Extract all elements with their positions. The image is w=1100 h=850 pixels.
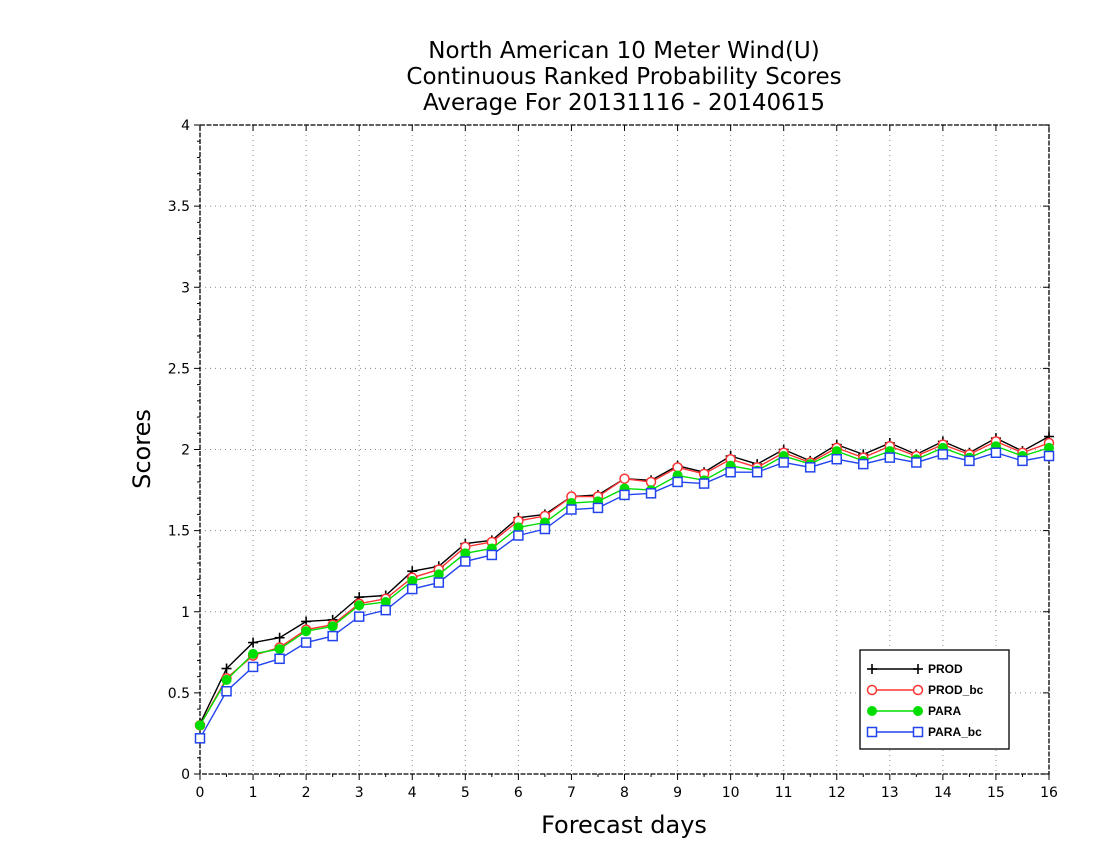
data-point-square-open (486, 549, 498, 561)
series-para (195, 441, 1054, 731)
data-point-square-open (566, 504, 577, 515)
data-point-circle-filled (221, 674, 232, 685)
data-point-square-open (380, 604, 391, 616)
data-point-square-open (247, 661, 259, 673)
y-tick-label: 4 (181, 118, 190, 134)
data-point-square-open (804, 462, 816, 473)
chart-title-line-3: Average For 20131116 - 20140615 (423, 90, 825, 116)
data-point-square-open (858, 458, 869, 470)
data-point-circle-open (912, 684, 924, 696)
data-point-circle-filled (867, 706, 877, 716)
data-point-square-open (327, 630, 338, 642)
data-point-square-open (937, 449, 949, 460)
data-point-square-open (912, 726, 924, 738)
data-point-square-open (990, 447, 1002, 458)
data-point-square-open (353, 611, 365, 622)
x-tick-label: 0 (196, 785, 205, 801)
legend-label: PARA_bc (928, 725, 982, 739)
y-axis-label: Scores (128, 409, 156, 489)
x-tick-label: 13 (881, 785, 899, 801)
data-point-circle-filled (327, 621, 338, 632)
data-point-square-open (831, 453, 842, 465)
x-tick-label: 14 (934, 785, 952, 801)
y-tick-label: 3 (181, 280, 190, 296)
x-tick-label: 4 (408, 785, 417, 801)
data-point-square-open (778, 457, 789, 468)
chart-title-line-1: North American 10 Meter Wind(U) (428, 38, 820, 64)
y-tick-label: 1.5 (168, 524, 190, 540)
data-point-square-open (672, 476, 683, 488)
data-point-square-open (513, 530, 524, 541)
data-point-square-open (866, 726, 878, 738)
series-layer (194, 431, 1055, 744)
data-point-square-open (194, 733, 206, 744)
legend-item: PARA_bc (866, 725, 982, 739)
data-point-square-open (433, 577, 445, 588)
data-point-circle-filled (354, 600, 365, 611)
data-point-square-open (274, 653, 285, 665)
y-tick-label: 1 (181, 605, 190, 621)
data-point-circle-filled (274, 644, 285, 655)
data-point-square-open (460, 556, 471, 567)
x-tick-label: 15 (987, 785, 1005, 801)
data-point-plus (274, 632, 285, 643)
data-point-square-open (1043, 450, 1055, 462)
data-point-square-open (645, 488, 657, 499)
legend-item: PARA (867, 704, 961, 718)
data-point-circle-open (866, 684, 878, 696)
data-point-square-open (751, 466, 763, 478)
legend-label: PROD (928, 662, 963, 676)
data-point-square-open (539, 523, 551, 535)
chart-title-line-2: Continuous Ranked Probability Scores (406, 64, 841, 90)
series-para-bc (194, 447, 1055, 744)
data-point-plus (248, 637, 259, 648)
data-point-square-open (407, 583, 418, 595)
x-tick-label: 7 (567, 785, 576, 801)
x-tick-label: 3 (355, 785, 364, 801)
data-point-square-open (1017, 455, 1028, 467)
y-tick-label: 0.5 (168, 686, 190, 702)
x-tick-label: 2 (302, 785, 311, 801)
data-point-square-open (725, 466, 736, 478)
data-point-circle-filled (301, 626, 312, 637)
x-tick-label: 6 (514, 785, 523, 801)
x-tick-label: 9 (673, 785, 682, 801)
x-tick-label: 12 (828, 785, 846, 801)
legend-item: PROD (867, 662, 963, 676)
x-axis: 0 1 2 3 4 5 6 7 8 9 10 11 12 13 14 15 16 (196, 125, 1058, 801)
chart-title: North American 10 Meter Wind(U) Continuo… (406, 38, 841, 116)
legend-item: PROD_bc (866, 683, 984, 697)
data-point-square-open (592, 502, 604, 514)
data-point-circle-open (619, 473, 630, 484)
y-tick-label: 2.5 (168, 361, 190, 377)
legend-label: PARA (928, 704, 961, 718)
y-tick-label: 2 (181, 443, 190, 459)
x-tick-label: 8 (620, 785, 629, 801)
data-point-circle-filled (195, 720, 205, 731)
data-point-square-open (619, 489, 630, 501)
x-tick-label: 1 (249, 785, 258, 801)
data-point-plus (867, 664, 877, 674)
data-point-square-open (221, 686, 232, 697)
x-tick-label: 11 (775, 785, 793, 801)
data-point-plus (913, 664, 923, 674)
data-point-plus (221, 663, 232, 674)
x-tick-label: 10 (722, 785, 740, 801)
legend-label: PROD_bc (928, 683, 984, 697)
y-tick-label: 3.5 (168, 199, 190, 215)
data-point-circle-filled (913, 706, 923, 716)
y-tick-label: 0 (181, 767, 190, 783)
y-axis: 0 0.5 1 1.5 2 2.5 3 3.5 4 (168, 118, 1049, 783)
legend: PROD PROD_bc PARA PARA_bc (859, 649, 1010, 750)
x-axis-label: Forecast days (541, 811, 707, 839)
data-point-square-open (911, 457, 922, 468)
data-point-square-open (300, 637, 312, 648)
data-point-square-open (964, 455, 975, 467)
x-tick-label: 5 (461, 785, 470, 801)
data-point-square-open (698, 478, 710, 489)
x-tick-label: 16 (1040, 785, 1058, 801)
data-point-circle-filled (248, 648, 259, 659)
data-point-square-open (884, 452, 896, 463)
